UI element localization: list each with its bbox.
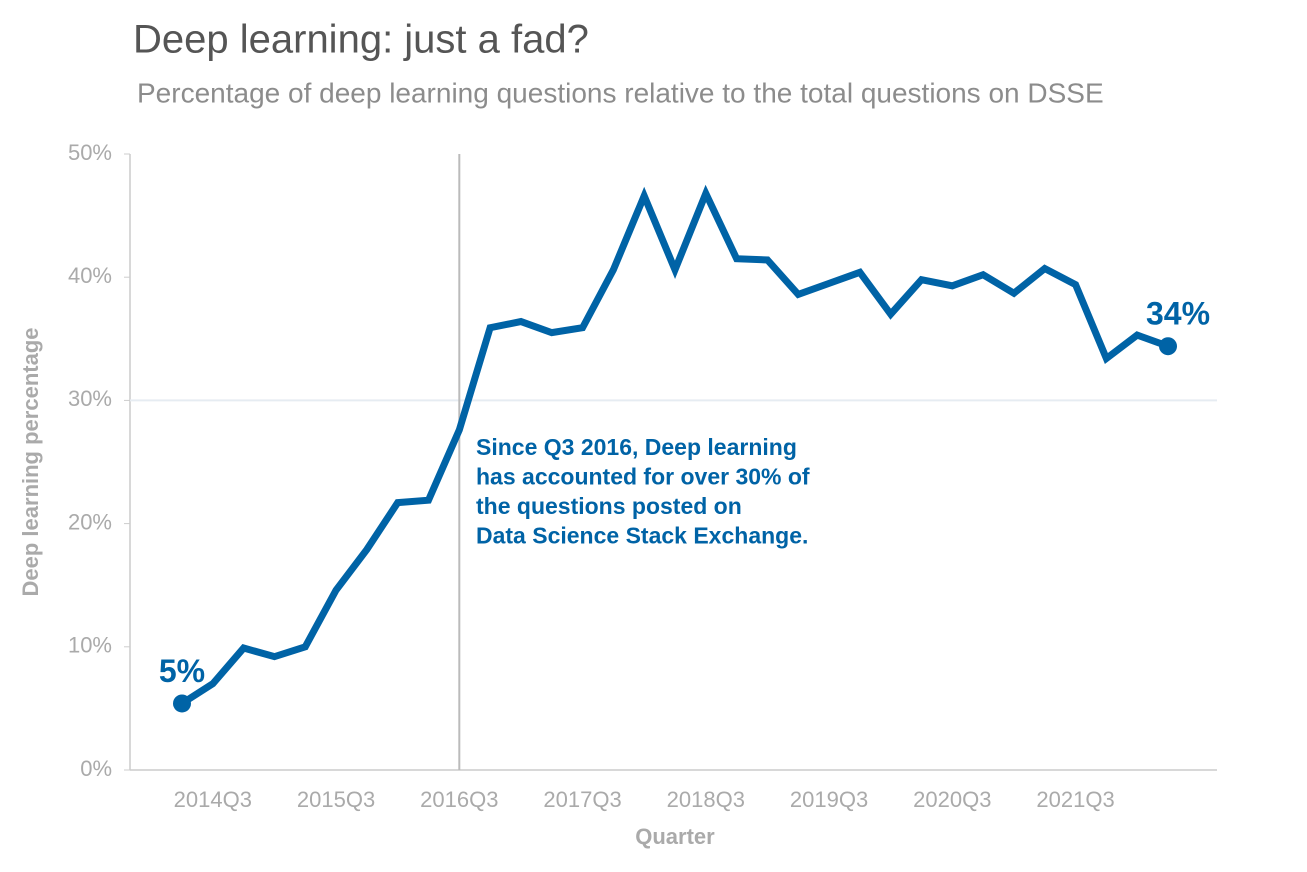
x-tick-label: 2021Q3 bbox=[1036, 787, 1114, 812]
point bbox=[173, 694, 191, 713]
y-tick-label: 50% bbox=[68, 140, 112, 165]
x-tick-label: 2016Q3 bbox=[420, 787, 498, 812]
y-tick-label: 40% bbox=[68, 263, 112, 288]
annotation: Data Science Stack Exchange. bbox=[476, 523, 808, 549]
x-tick-label: 2019Q3 bbox=[790, 787, 868, 812]
x-tick-label: 2017Q3 bbox=[543, 787, 621, 812]
annotation: Since Q3 2016, Deep learning bbox=[476, 434, 797, 460]
chart-subtitle: Percentage of deep learning questions re… bbox=[137, 77, 1104, 108]
line bbox=[180, 184, 1170, 707]
point bbox=[1159, 337, 1177, 356]
chart-title: Deep learning: just a fad? bbox=[133, 18, 589, 62]
data-label: 5% bbox=[159, 653, 205, 689]
annotation: has accounted for over 30% of bbox=[476, 464, 810, 490]
x-tick-label: 2014Q3 bbox=[174, 787, 252, 812]
y-axis-label: Deep learning percentage bbox=[18, 328, 43, 597]
x-tick-label: 2020Q3 bbox=[913, 787, 991, 812]
data-label: 34% bbox=[1146, 296, 1210, 332]
annotation: the questions posted on bbox=[476, 493, 742, 519]
x-tick-label: 2018Q3 bbox=[667, 787, 745, 812]
y-tick-label: 10% bbox=[68, 633, 112, 658]
y-tick-label: 30% bbox=[68, 386, 112, 411]
x-tick-label: 2015Q3 bbox=[297, 787, 375, 812]
y-tick-label: 20% bbox=[68, 509, 112, 534]
x-axis-label: Quarter bbox=[635, 824, 715, 849]
y-tick-label: 0% bbox=[80, 756, 112, 781]
